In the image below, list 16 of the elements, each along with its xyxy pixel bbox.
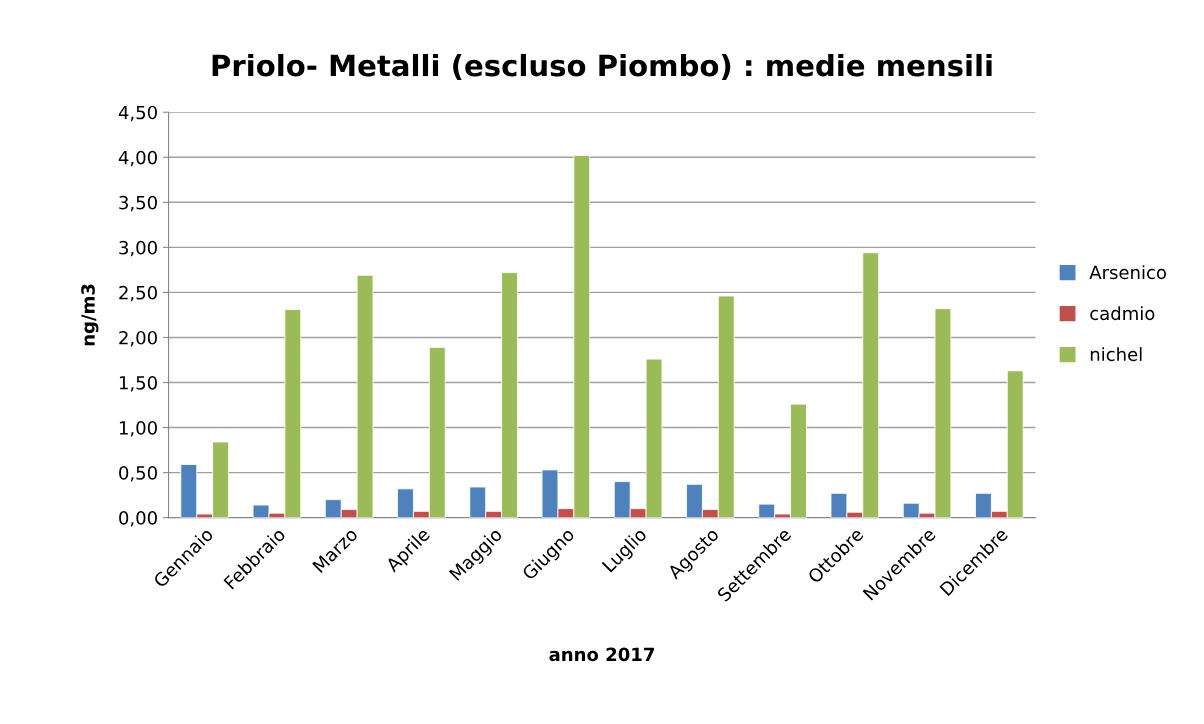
y-tick-label: 2,50 — [119, 285, 157, 302]
chart-title: Priolo- Metalli (escluso Piombo) : medie mensili — [212, 53, 992, 80]
y-tick-label: 4,00 — [118, 150, 157, 167]
y-tick-label: 0,50 — [119, 466, 157, 482]
y-axis-title: ng/m3 — [81, 284, 99, 346]
legend-label: nichel — [1090, 347, 1142, 362]
y-tick-label: 3,00 — [119, 240, 157, 257]
y-tick-label: 2,00 — [119, 330, 157, 347]
y-tick-label: 0,00 — [119, 511, 157, 527]
y-tick-label: 1,50 — [119, 375, 157, 392]
legend-label: cadmio — [1090, 306, 1155, 321]
y-tick-label: 3,50 — [119, 195, 157, 212]
y-tick-label: 4,50 — [118, 105, 157, 122]
y-tick-label: 1,00 — [119, 421, 157, 437]
legend-label: Arsenico — [1089, 265, 1166, 280]
x-axis-title: anno 2017 — [549, 647, 654, 662]
